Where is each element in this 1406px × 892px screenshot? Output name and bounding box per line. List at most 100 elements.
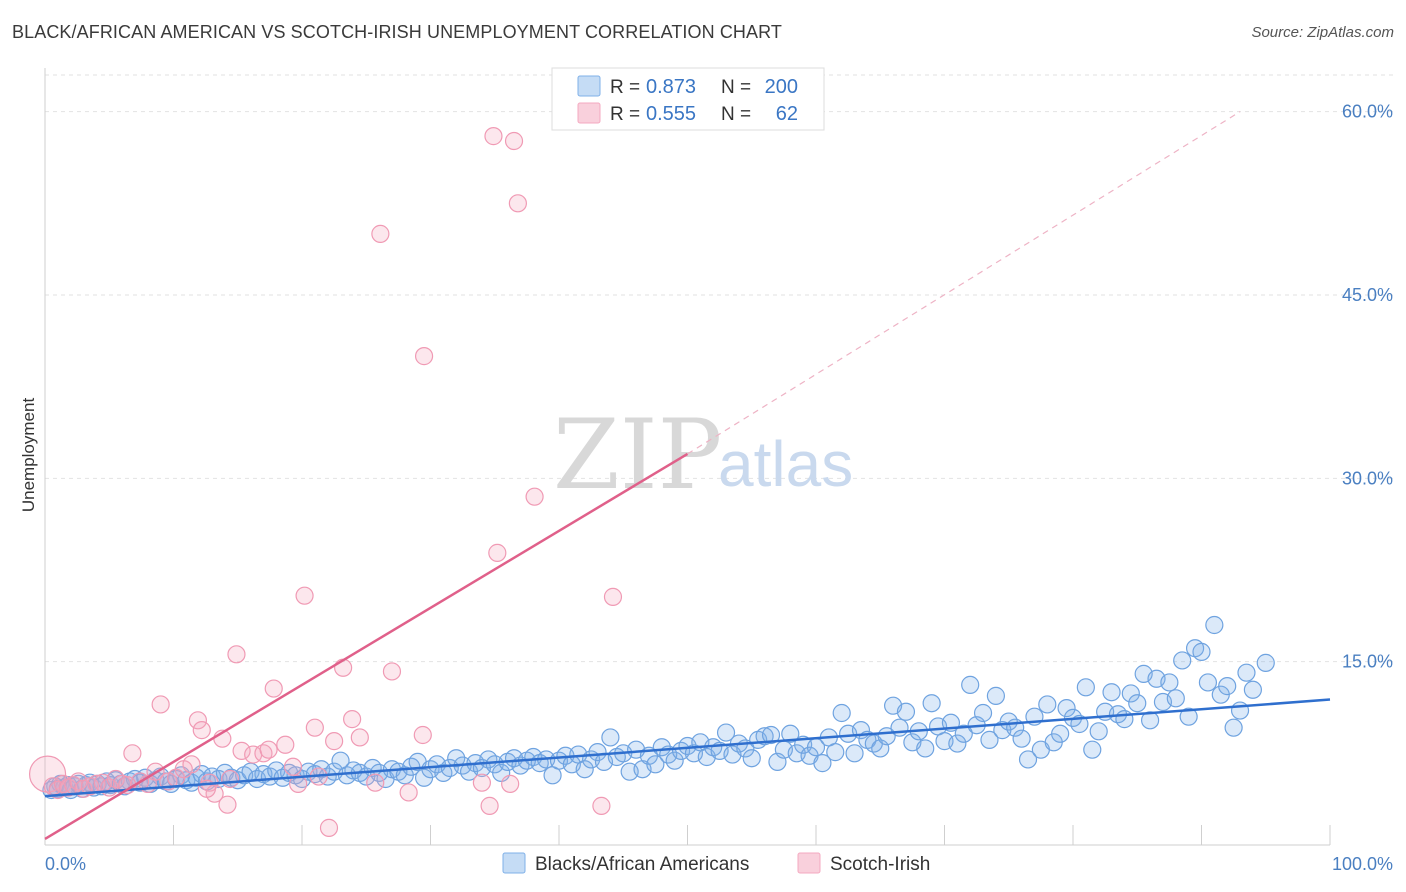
- point-blacks-186: [1166, 689, 1185, 708]
- point-blacks-192: [1205, 615, 1224, 635]
- point-scotch-irish-50: [413, 725, 432, 745]
- point-blacks-94: [575, 760, 594, 779]
- point-scotch-irish-58: [508, 194, 527, 213]
- point-blacks-199: [1256, 653, 1275, 672]
- point-blacks-106: [652, 738, 671, 757]
- regression-lines: [44, 111, 1331, 840]
- point-blacks-180: [1128, 694, 1147, 713]
- point-scotch-irish-51: [414, 347, 434, 366]
- point-blacks-176: [1102, 683, 1121, 702]
- point-scotch-irish-55: [488, 543, 507, 562]
- point-blacks-126: [781, 724, 800, 743]
- point-blacks-188: [1179, 707, 1198, 726]
- point-scotch-irish-45: [350, 728, 369, 747]
- point-blacks-120: [742, 749, 761, 768]
- point-scotch-irish-41: [319, 818, 339, 837]
- point-blacks-108: [665, 751, 684, 770]
- source-label: Source: ZipAtlas.com: [1251, 24, 1394, 41]
- point-blacks-98: [601, 728, 620, 747]
- watermark: ZIP atlas: [553, 399, 853, 511]
- legend-n-label-2: N =: [721, 104, 751, 125]
- legend-n-label-1: N =: [721, 77, 751, 98]
- legend-n-value-2: 62: [776, 103, 798, 125]
- point-scotch-irish-36: [283, 757, 303, 776]
- legend-r-label-1: R =: [610, 77, 640, 98]
- legend-swatch-blacks: [577, 75, 601, 97]
- point-blacks-166: [1038, 695, 1057, 714]
- point-scotch-irish-38: [295, 586, 314, 605]
- point-blacks-116: [716, 723, 736, 742]
- point-blacks-162: [1012, 729, 1031, 748]
- bottom-legend-swatch-scotch-irish: [797, 852, 821, 874]
- point-blacks-174: [1089, 722, 1108, 741]
- point-scotch-irish-14: [123, 744, 142, 763]
- legend-n-value-1: 200: [765, 76, 798, 98]
- point-scotch-irish-30: [232, 741, 251, 760]
- point-scotch-irish-39: [305, 718, 324, 737]
- point-scotch-irish-0: [28, 755, 67, 793]
- point-scotch-irish-56: [501, 774, 520, 793]
- point-scotch-irish-18: [151, 695, 170, 714]
- point-scotch-irish-60: [603, 587, 623, 606]
- point-blacks-172: [1076, 678, 1095, 697]
- legend-r-value-1: 0.873: [646, 76, 696, 98]
- point-blacks-168: [1051, 724, 1070, 743]
- point-blacks-156: [973, 703, 993, 723]
- point-blacks-157: [980, 730, 999, 749]
- point-blacks-154: [961, 675, 980, 694]
- point-scotch-irish-23: [188, 711, 208, 730]
- point-scotch-irish-22: [182, 755, 201, 774]
- point-blacks-105: [646, 755, 665, 774]
- point-scotch-irish-34: [259, 740, 278, 759]
- y-tick-label-3: 60.0%: [1342, 102, 1393, 122]
- watermark-zip: ZIP: [553, 399, 722, 511]
- point-blacks-134: [832, 703, 851, 723]
- top-legend: R = 0.873 N = 200 R = 0.555 N = 62: [551, 67, 825, 131]
- series-scotch-irish-points: [28, 127, 623, 837]
- point-blacks-131: [813, 754, 832, 773]
- point-scotch-irish-37: [289, 774, 308, 793]
- regression-line-scotch-irish: [44, 452, 689, 840]
- watermark-atlas: atlas: [718, 428, 853, 500]
- y-tick-label-1: 30.0%: [1342, 468, 1393, 488]
- point-blacks-153: [954, 724, 973, 743]
- point-blacks-136: [845, 744, 864, 763]
- y-tick-label-0: 15.0%: [1342, 652, 1393, 672]
- y-axis-label: Unemployment: [19, 398, 38, 513]
- point-scotch-irish-61: [592, 796, 611, 815]
- point-scotch-irish-54: [484, 127, 503, 146]
- point-blacks-148: [922, 694, 941, 713]
- point-scotch-irish-33: [264, 679, 283, 698]
- point-scotch-irish-24: [192, 721, 211, 740]
- point-scotch-irish-43: [334, 658, 353, 677]
- point-scotch-irish-49: [399, 783, 418, 802]
- point-scotch-irish-62: [218, 795, 237, 814]
- point-blacks-185: [1160, 673, 1179, 692]
- y-tick-labels: 15.0% 30.0% 45.0% 60.0%: [1342, 102, 1393, 672]
- y-tick-label-2: 45.0%: [1342, 285, 1393, 305]
- axes: [44, 68, 1331, 846]
- point-blacks-196: [1230, 701, 1250, 720]
- x-tick-labels: 0.0% 100.0%: [45, 854, 1393, 874]
- point-blacks-144: [896, 702, 916, 721]
- point-blacks-133: [826, 743, 845, 762]
- point-blacks-96: [588, 743, 607, 762]
- point-scotch-irish-47: [371, 224, 390, 243]
- point-blacks-178: [1115, 710, 1134, 729]
- point-blacks-74: [447, 749, 466, 768]
- point-scotch-irish-53: [480, 796, 499, 815]
- point-blacks-147: [916, 739, 935, 758]
- point-scotch-irish-42: [325, 732, 344, 751]
- bottom-legend-swatch-blacks: [502, 852, 526, 874]
- x-tick-label-0: 0.0%: [45, 854, 86, 874]
- chart-title: BLACK/AFRICAN AMERICAN VS SCOTCH-IRISH U…: [12, 22, 783, 42]
- legend-r-label-2: R =: [610, 104, 640, 125]
- legend-r-value-2: 0.555: [646, 103, 696, 125]
- point-scotch-irish-29: [227, 645, 246, 664]
- point-scotch-irish-44: [343, 710, 362, 729]
- bottom-legend-label-scotch-irish: Scotch-Irish: [830, 854, 930, 875]
- point-scotch-irish-48: [382, 662, 402, 681]
- point-scotch-irish-35: [276, 735, 295, 754]
- x-tick-label-1: 100.0%: [1332, 854, 1393, 874]
